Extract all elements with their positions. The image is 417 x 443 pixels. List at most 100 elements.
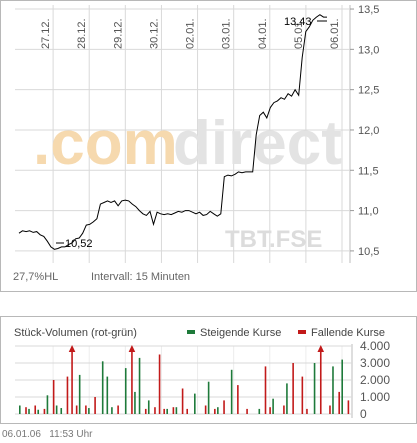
price-x-tick-label: 27.12. bbox=[40, 18, 52, 49]
falling-volume-bar bbox=[154, 407, 156, 414]
low-marker: 10,52 bbox=[56, 238, 93, 250]
rising-volume-bar bbox=[272, 398, 274, 414]
high-label: 13,43 bbox=[284, 16, 312, 28]
volume-grid bbox=[15, 344, 353, 418]
falling-volume-bar bbox=[34, 405, 37, 414]
legend-rising-label: Steigende Kurse bbox=[200, 327, 281, 339]
volume-y-tick-label: 2.000 bbox=[360, 373, 390, 387]
rising-volume-bar bbox=[332, 366, 334, 414]
rising-volume-bar bbox=[101, 361, 104, 414]
price-x-tick-label: 06.01. bbox=[329, 18, 341, 49]
watermark-brand-com: .com bbox=[33, 109, 178, 178]
volume-y-tick-label: 1.000 bbox=[360, 390, 390, 404]
volume-y-tick-labels: 0 1.000 2.000 3.000 4.000 bbox=[360, 339, 390, 421]
volume-y-tick-label: 0 bbox=[360, 407, 367, 421]
price-x-tick-label: 29.12. bbox=[112, 18, 124, 49]
price-chart: .com direct TBT.FSE 27.12. 28.12. 29.12. 30… bbox=[13, 4, 379, 283]
rising-volume-bar bbox=[134, 391, 136, 414]
falling-volume-bar bbox=[292, 363, 294, 414]
falling-volume-overflow-arrow bbox=[68, 345, 76, 352]
price-y-tick-label: 12,5 bbox=[358, 85, 379, 97]
rising-volume-bar bbox=[37, 409, 40, 414]
footer-timestamp: 06.01.06 11:53 Uhr bbox=[2, 429, 92, 440]
falling-volume-bar bbox=[66, 376, 69, 414]
falling-volume-bar bbox=[144, 408, 147, 414]
volume-y-tick-label: 3.000 bbox=[360, 356, 390, 370]
price-y-tick-label: 13,0 bbox=[358, 44, 379, 56]
falling-volume-bar bbox=[204, 405, 207, 414]
falling-volume-bar bbox=[347, 400, 350, 414]
price-grid bbox=[15, 5, 354, 263]
falling-volume-bar bbox=[246, 408, 248, 414]
rising-volume-bar bbox=[207, 381, 210, 414]
rising-volume-bar bbox=[106, 376, 109, 414]
price-x-tick-label: 02.01. bbox=[185, 18, 197, 49]
falling-volume-bar bbox=[181, 388, 184, 414]
falling-volume-bar-clipped bbox=[319, 350, 322, 414]
falling-volume-bar bbox=[75, 405, 78, 414]
rising-volume-bar bbox=[88, 408, 90, 414]
low-label: 10,52 bbox=[65, 238, 93, 250]
falling-volume-bar bbox=[338, 391, 340, 414]
rising-volume-bar bbox=[175, 407, 178, 414]
rising-volume-bar bbox=[341, 359, 343, 414]
rising-volume-bar bbox=[258, 408, 261, 414]
rising-volume-bar bbox=[286, 383, 288, 414]
price-x-tick-label: 05.01. bbox=[293, 18, 305, 49]
price-series-line bbox=[18, 14, 327, 250]
rising-volume-bar bbox=[147, 400, 150, 414]
volume-chart: Stück-Volumen (rot-grün) Steigende Kurse… bbox=[14, 327, 390, 421]
falling-volume-bar bbox=[223, 400, 225, 414]
legend-rising-swatch bbox=[187, 330, 195, 334]
falling-volume-bar-clipped bbox=[71, 350, 73, 414]
price-chart-panel: .com direct TBT.FSE 27.12. 28.12. 29.12. 30… bbox=[0, 0, 417, 292]
falling-volume-bar bbox=[94, 397, 96, 414]
price-x-tick-label: 04.01. bbox=[257, 18, 269, 49]
price-x-tick-labels: 27.12. 28.12. 29.12. 30.12. 02.01. 03.01. 04.0… bbox=[40, 18, 341, 49]
rising-volume-bar bbox=[111, 407, 113, 414]
falling-volume-bar bbox=[85, 405, 87, 414]
rising-volume-bar bbox=[46, 395, 49, 414]
rising-volume-bar bbox=[60, 408, 63, 414]
footer-time: 11:53 Uhr bbox=[49, 429, 93, 440]
volume-bars bbox=[19, 345, 350, 414]
falling-volume-bar bbox=[301, 376, 304, 414]
rising-volume-bar bbox=[217, 407, 219, 414]
rising-volume-bar bbox=[138, 357, 141, 414]
falling-volume-bar bbox=[186, 408, 189, 414]
falling-volume-bar bbox=[237, 385, 239, 414]
interval-label: Intervall: 15 Minuten bbox=[91, 271, 190, 283]
rising-volume-bar bbox=[313, 363, 316, 414]
volume-chart-panel: Stück-Volumen (rot-grün) Steigende Kurse… bbox=[0, 316, 417, 424]
falling-volume-bar bbox=[52, 380, 55, 414]
watermark: .com direct TBT.FSE bbox=[33, 109, 342, 253]
price-y-tick-labels: 10,5 11,0 11,5 12,0 12,5 13,0 13,5 bbox=[358, 4, 379, 258]
watermark-brand-direct: direct bbox=[173, 109, 342, 178]
legend-falling-swatch bbox=[298, 330, 306, 334]
falling-volume-bar bbox=[158, 354, 161, 414]
price-x-tick-label: 28.12. bbox=[76, 18, 88, 49]
falling-volume-overflow-arrow bbox=[317, 345, 325, 352]
price-y-tick-label: 11,5 bbox=[358, 165, 379, 177]
rising-volume-bar bbox=[55, 405, 58, 414]
falling-volume-bar bbox=[43, 408, 46, 414]
volume-title: Stück-Volumen (rot-grün) bbox=[14, 327, 137, 339]
falling-volume-bar bbox=[283, 405, 285, 414]
price-x-tick-label: 03.01. bbox=[221, 18, 233, 49]
price-y-tick-label: 10,5 bbox=[358, 246, 379, 258]
rising-volume-bar bbox=[78, 374, 81, 414]
falling-volume-bar bbox=[214, 408, 216, 414]
falling-volume-bar-clipped bbox=[131, 350, 133, 414]
rising-volume-bar bbox=[230, 369, 233, 414]
rising-volume-bar bbox=[19, 405, 21, 414]
falling-volume-bar bbox=[172, 407, 175, 414]
falling-volume-bar bbox=[264, 366, 267, 414]
footer-date: 06.01.06 bbox=[2, 429, 41, 440]
falling-volume-bar bbox=[306, 408, 308, 414]
legend-falling-label: Fallende Kurse bbox=[311, 327, 385, 339]
falling-volume-bar bbox=[269, 407, 271, 414]
rising-volume-bar bbox=[124, 368, 127, 414]
falling-volume-bar bbox=[329, 405, 331, 414]
rising-volume-bar bbox=[28, 408, 30, 414]
price-y-tick-label: 11,0 bbox=[358, 206, 379, 218]
